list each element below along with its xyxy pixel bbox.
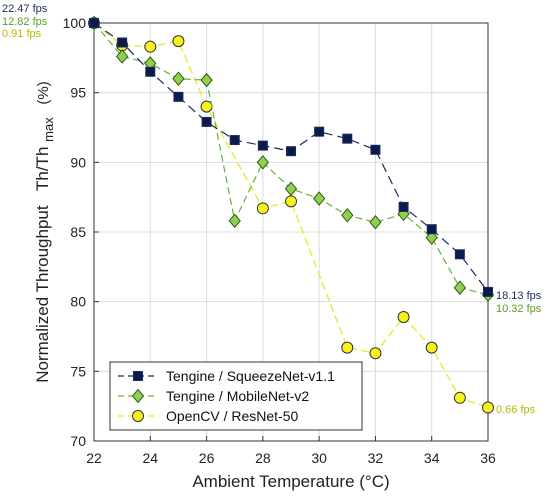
data-point <box>284 181 298 197</box>
svg-text:Normalized Throughput Th: Normalized Throughput Th/Th max (%) <box>33 81 57 383</box>
legend-swatch-marker <box>132 410 144 422</box>
y-axis-label-quantity: Th/Th <box>33 147 52 191</box>
data-point <box>172 71 185 87</box>
start-fps-label: 0.91 fps <box>2 28 42 40</box>
data-point <box>453 280 467 296</box>
data-point <box>426 224 437 235</box>
data-point <box>483 286 493 297</box>
data-point <box>200 72 213 88</box>
data-point <box>398 201 409 212</box>
data-point <box>341 208 354 223</box>
axis-ticks: 22 24 26 28 30 32 34 36 70 75 80 85 90 95 100 <box>63 15 496 466</box>
data-point <box>454 249 465 260</box>
y-tick-label: 75 <box>70 363 86 379</box>
legend-label: Tengine / MobileNet-v2 <box>166 388 309 404</box>
data-point <box>285 195 297 208</box>
start-fps-label: 12.82 fps <box>2 16 48 28</box>
x-tick-label: 28 <box>255 450 271 466</box>
y-tick-label: 95 <box>70 85 86 101</box>
start-fps-label: 22.47 fps <box>2 3 48 15</box>
fps-annotations: 22.47 fps 18.13 fps 12.82 fps 10.32 fps 0.91… <box>2 3 542 416</box>
legend-swatch-marker <box>133 371 143 381</box>
data-point <box>115 49 129 64</box>
end-fps-label: 18.13 fps <box>496 290 542 302</box>
data-point <box>312 191 326 206</box>
x-axis-label: Ambient Temperature (°C) <box>192 472 389 491</box>
y-axis-label-subscript: max <box>41 117 56 142</box>
legend: Tengine / SqueezeNet-v1.1 Tengine / Mobil… <box>109 361 363 431</box>
data-point <box>201 116 212 127</box>
data-point <box>286 146 296 157</box>
y-tick-label: 90 <box>70 154 86 170</box>
x-tick-label: 24 <box>142 450 158 466</box>
series-circle <box>88 17 494 414</box>
series-square <box>89 18 493 297</box>
data-point <box>89 18 99 28</box>
data-point <box>256 202 269 215</box>
y-axis-label: Normalized Throughput Th/Th max (%) <box>33 81 57 383</box>
data-point <box>482 401 494 414</box>
data-point <box>314 126 325 137</box>
data-point <box>145 66 156 77</box>
y-axis-label-main: Normalized Throughput <box>33 205 52 383</box>
data-point <box>370 144 381 155</box>
legend-swatch-marker <box>131 388 145 404</box>
end-fps-label: 10.32 fps <box>496 303 542 315</box>
data-point <box>172 35 185 48</box>
data-point <box>257 140 268 151</box>
y-tick-label: 85 <box>70 224 86 240</box>
data-point <box>425 230 438 245</box>
data-point <box>341 341 354 354</box>
grid <box>93 22 489 442</box>
y-tick-label: 80 <box>70 294 86 310</box>
end-fps-label: 0.66 fps <box>496 404 536 416</box>
legend-item: Tengine / SqueezeNet-v1.1 <box>118 368 335 384</box>
legend-item: Tengine / MobileNet-v2 <box>118 388 309 404</box>
data-point <box>229 135 240 146</box>
x-tick-label: 22 <box>86 450 102 466</box>
x-tick-label: 26 <box>199 450 215 466</box>
data-point <box>173 91 184 102</box>
data-point <box>369 347 382 360</box>
data-point <box>453 391 466 404</box>
data-point <box>228 213 241 229</box>
data-point <box>369 214 382 230</box>
series-diamond <box>87 15 495 302</box>
y-tick-label: 70 <box>70 433 86 449</box>
x-tick-label: 30 <box>311 450 327 466</box>
data-point <box>342 133 353 144</box>
x-tick-label: 36 <box>480 450 496 466</box>
legend-label: Tengine / SqueezeNet-v1.1 <box>166 368 335 384</box>
data-point <box>397 310 410 323</box>
data-point <box>144 40 157 53</box>
x-tick-label: 34 <box>424 450 440 466</box>
legend-item: OpenCV / ResNet-50 <box>118 408 298 424</box>
data-point <box>117 37 128 48</box>
legend-label: OpenCV / ResNet-50 <box>166 408 298 424</box>
y-tick-label: 100 <box>63 15 87 31</box>
y-axis-label-unit: (%) <box>35 81 52 104</box>
data-point <box>425 341 438 354</box>
data-point <box>256 155 270 170</box>
data-point <box>200 100 213 113</box>
x-tick-label: 32 <box>368 450 384 466</box>
series-layer <box>87 15 495 414</box>
